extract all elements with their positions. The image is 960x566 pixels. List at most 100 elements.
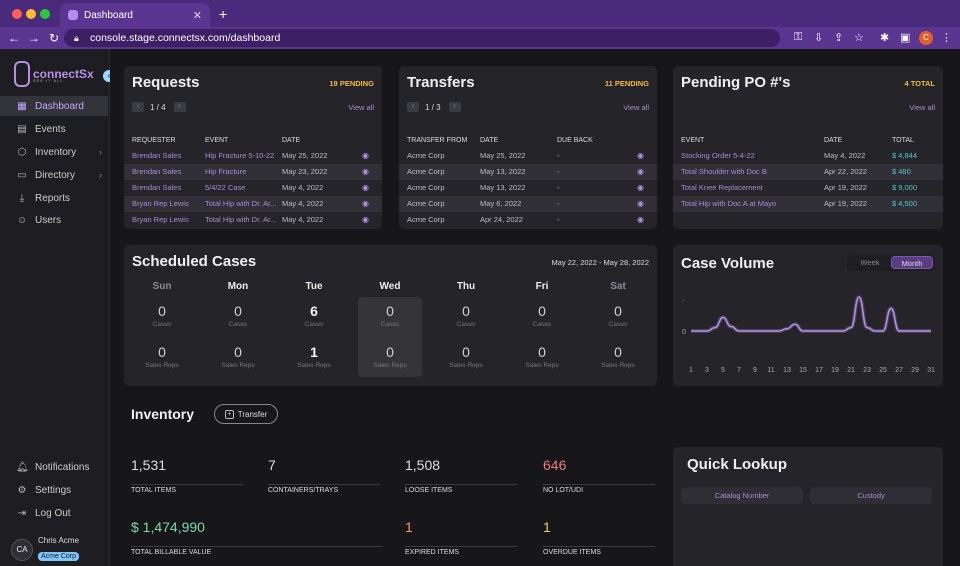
inventory-stat[interactable]: 7 CONTAINERS/TRAYS xyxy=(268,457,380,494)
cases-label: Cases xyxy=(228,321,248,328)
view-eye-icon[interactable]: ◉ xyxy=(637,167,644,176)
view-eye-icon[interactable]: ◉ xyxy=(637,199,644,208)
transfer-from-cell: Acme Corp xyxy=(407,151,445,160)
new-tab-button[interactable]: + xyxy=(219,6,228,22)
stat-value: 1 xyxy=(543,519,551,535)
next-page-button[interactable]: › xyxy=(173,102,186,112)
table-row[interactable]: Brendan Sales Hip Fracture May 23, 2022 … xyxy=(124,164,382,180)
stat-label: LOOSE ITEMS xyxy=(405,487,453,494)
sidepanel-icon[interactable]: ▣ xyxy=(900,32,911,44)
prev-page-button[interactable]: ‹ xyxy=(132,102,144,112)
sidebar-item-notifications[interactable]: 🔔︎ Notifications xyxy=(0,457,108,477)
requests-table-header: REQUESTER EVENT DATE xyxy=(124,133,382,145)
view-eye-icon[interactable]: ◉ xyxy=(362,151,369,160)
catalog-number-tab[interactable]: Catalog Number xyxy=(681,487,803,504)
minimize-window-button[interactable] xyxy=(26,9,36,19)
logo-icon xyxy=(14,61,30,87)
reload-icon[interactable]: ↻ xyxy=(48,31,60,45)
table-row[interactable]: Brendan Sales Hip Fracture 5-10-22 May 2… xyxy=(124,148,382,164)
table-row[interactable]: Total Hip with Doc A at Mayo Apr 19, 202… xyxy=(673,196,943,212)
requests-view-all-link[interactable]: View all xyxy=(348,103,374,112)
table-row[interactable]: Total Shoulder with Doc B Apr 22, 2022 $… xyxy=(673,164,943,180)
date-cell: Apr 19, 2022 xyxy=(824,183,867,192)
table-row[interactable]: Bryan Rep Lewis Total Hip with Dr. Ar...… xyxy=(124,212,382,228)
sidebar-item-users[interactable]: ☺ Users xyxy=(0,210,108,230)
sidebar-item-settings[interactable]: ⚙ Settings xyxy=(0,480,108,500)
inventory-stat[interactable]: 1,508 LOOSE ITEMS xyxy=(405,457,517,494)
day-name: Fri xyxy=(535,281,549,292)
x-tick-label: 5 xyxy=(721,367,725,374)
table-row[interactable]: Acme Corp May 13, 2022 - ◉ xyxy=(399,164,657,180)
month-toggle-button[interactable]: Month xyxy=(891,256,933,269)
event-cell: Total Hip with Dr. Ar... xyxy=(205,215,277,224)
case-volume-chart: -01 3 5 7 9 11 13 15 17 19 21 23 25 27 29 31 xyxy=(682,294,935,374)
transfers-table-header: TRANSFER FROM DATE DUE BACK xyxy=(399,133,657,145)
view-eye-icon[interactable]: ◉ xyxy=(637,151,644,160)
sidebar-item-dashboard[interactable]: ▦ Dashboard xyxy=(0,96,108,116)
inventory-stat[interactable]: 1 OVERDUE ITEMS xyxy=(543,519,655,556)
requests-pager: ‹ 1 / 4 › xyxy=(132,102,186,112)
table-row[interactable]: Acme Corp May 25, 2022 - ◉ xyxy=(399,148,657,164)
sidebar-item-logout[interactable]: ⇥ Log Out xyxy=(0,503,108,523)
table-row[interactable]: Brendan Sales 5/4/22 Case May 4, 2022 ◉ xyxy=(124,180,382,196)
sales-reps-count: 1 xyxy=(310,344,318,360)
extensions-icon[interactable]: ✱ xyxy=(880,32,890,44)
column-header: EVENT xyxy=(205,137,229,144)
transfer-button[interactable]: + Transfer xyxy=(214,404,278,424)
cases-label: Cases xyxy=(608,321,628,328)
table-row[interactable]: Stocking Order 5-4-22 May 4, 2022 $ 4,84… xyxy=(673,148,943,164)
folder-icon: ▭ xyxy=(17,169,27,181)
requests-pending-badge: 19 PENDING xyxy=(329,79,374,88)
inventory-stat[interactable]: 646 NO LOT/UDI xyxy=(543,457,655,494)
view-eye-icon[interactable]: ◉ xyxy=(362,215,369,224)
inventory-stat[interactable]: $ 1,474,990 TOTAL BILLABLE VALUE xyxy=(131,519,382,556)
table-row[interactable]: Bryan Rep Lewis Total Hip with Dr. Ar...… xyxy=(124,196,382,212)
custody-tab[interactable]: Custody xyxy=(810,487,932,504)
transfers-view-all-link[interactable]: View all xyxy=(623,103,649,112)
brand-logo[interactable]: connectSx SEE IT ALL xyxy=(14,61,94,87)
sidebar-item-reports[interactable]: ⤓ Reports xyxy=(0,188,108,208)
sales-reps-label: Sales Reps xyxy=(221,362,255,369)
table-row[interactable]: Total Knee Replacement Apr 19, 2022 $ 9,… xyxy=(673,180,943,196)
close-tab-icon[interactable]: ✕ xyxy=(192,9,202,22)
sidebar-item-directory[interactable]: ▭ Directory › xyxy=(0,165,108,185)
share-icon[interactable]: ⇪ xyxy=(834,32,844,44)
pending-po-view-all-link[interactable]: View all xyxy=(909,103,935,112)
view-eye-icon[interactable]: ◉ xyxy=(362,167,369,176)
install-icon[interactable]: ⇩ xyxy=(814,32,824,44)
requests-title: Requests xyxy=(132,74,200,91)
maximize-window-button[interactable] xyxy=(40,9,50,19)
table-row[interactable]: Acme Corp Apr 24, 2022 - ◉ xyxy=(399,212,657,228)
cases-count: 0 xyxy=(538,303,546,319)
view-eye-icon[interactable]: ◉ xyxy=(362,199,369,208)
sidebar-item-label: Dashboard xyxy=(35,100,84,112)
view-eye-icon[interactable]: ◉ xyxy=(362,183,369,192)
menu-icon[interactable]: ⋮ xyxy=(941,32,952,44)
day-name: Mon xyxy=(227,281,249,292)
view-eye-icon[interactable]: ◉ xyxy=(637,215,644,224)
inventory-stat[interactable]: 1 EXPIRED ITEMS xyxy=(405,519,517,556)
avatar: CA xyxy=(11,538,33,561)
sidebar-item-inventory[interactable]: ⬡ Inventory › xyxy=(0,142,108,162)
stat-label: EXPIRED ITEMS xyxy=(405,549,460,556)
close-window-button[interactable] xyxy=(12,9,22,19)
profile-avatar[interactable]: C xyxy=(919,31,933,45)
key-icon[interactable]: ⚿ xyxy=(794,31,803,43)
next-page-button[interactable]: › xyxy=(448,102,461,112)
browser-tab[interactable]: Dashboard ✕ xyxy=(60,3,210,27)
week-toggle-button[interactable]: Week xyxy=(860,258,880,267)
user-profile[interactable]: CA Chris Acme Acme Corp xyxy=(11,536,80,563)
event-cell: Total Knee Replacement xyxy=(681,183,763,192)
due-back-cell: - xyxy=(557,183,560,192)
table-row[interactable]: Acme Corp May 13, 2022 - ◉ xyxy=(399,180,657,196)
inventory-stat[interactable]: 1,531 TOTAL ITEMS xyxy=(131,457,243,494)
back-icon[interactable]: ← xyxy=(8,31,20,45)
star-icon[interactable]: ☆ xyxy=(854,32,864,44)
prev-page-button[interactable]: ‹ xyxy=(407,102,419,112)
url-input[interactable]: 🔒︎ console.stage.connectsx.com/dashboard xyxy=(64,29,780,47)
forward-icon[interactable]: → xyxy=(28,31,40,45)
table-row[interactable]: Acme Corp May 6, 2022 - ◉ xyxy=(399,196,657,212)
view-eye-icon[interactable]: ◉ xyxy=(637,183,644,192)
sidebar-item-events[interactable]: ▤ Events xyxy=(0,119,108,139)
sidebar-item-label: Inventory xyxy=(35,146,77,158)
